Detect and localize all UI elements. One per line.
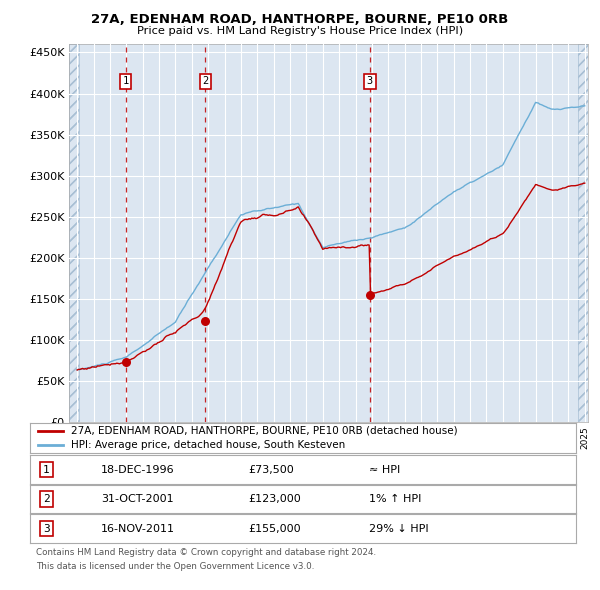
Bar xyxy=(578,44,588,422)
Text: 2: 2 xyxy=(43,494,50,504)
Bar xyxy=(578,44,588,422)
Text: 1: 1 xyxy=(122,76,129,86)
Text: 3: 3 xyxy=(367,76,373,86)
Text: This data is licensed under the Open Government Licence v3.0.: This data is licensed under the Open Gov… xyxy=(36,562,314,571)
Text: HPI: Average price, detached house, South Kesteven: HPI: Average price, detached house, Sout… xyxy=(71,440,345,450)
Text: 31-OCT-2001: 31-OCT-2001 xyxy=(101,494,173,504)
Text: ≈ HPI: ≈ HPI xyxy=(368,465,400,474)
Text: Contains HM Land Registry data © Crown copyright and database right 2024.: Contains HM Land Registry data © Crown c… xyxy=(36,548,376,556)
Text: 27A, EDENHAM ROAD, HANTHORPE, BOURNE, PE10 0RB: 27A, EDENHAM ROAD, HANTHORPE, BOURNE, PE… xyxy=(91,13,509,26)
Text: 2: 2 xyxy=(202,76,209,86)
Text: £73,500: £73,500 xyxy=(248,465,294,474)
Text: 18-DEC-1996: 18-DEC-1996 xyxy=(101,465,175,474)
Text: £155,000: £155,000 xyxy=(248,524,301,533)
Text: 3: 3 xyxy=(43,524,50,533)
Text: 29% ↓ HPI: 29% ↓ HPI xyxy=(368,524,428,533)
Text: £123,000: £123,000 xyxy=(248,494,301,504)
Text: 1: 1 xyxy=(43,465,50,474)
Text: 16-NOV-2011: 16-NOV-2011 xyxy=(101,524,175,533)
Bar xyxy=(69,44,79,422)
Text: Price paid vs. HM Land Registry's House Price Index (HPI): Price paid vs. HM Land Registry's House … xyxy=(137,26,463,36)
Bar xyxy=(69,44,79,422)
Text: 27A, EDENHAM ROAD, HANTHORPE, BOURNE, PE10 0RB (detached house): 27A, EDENHAM ROAD, HANTHORPE, BOURNE, PE… xyxy=(71,426,458,436)
Text: 1% ↑ HPI: 1% ↑ HPI xyxy=(368,494,421,504)
